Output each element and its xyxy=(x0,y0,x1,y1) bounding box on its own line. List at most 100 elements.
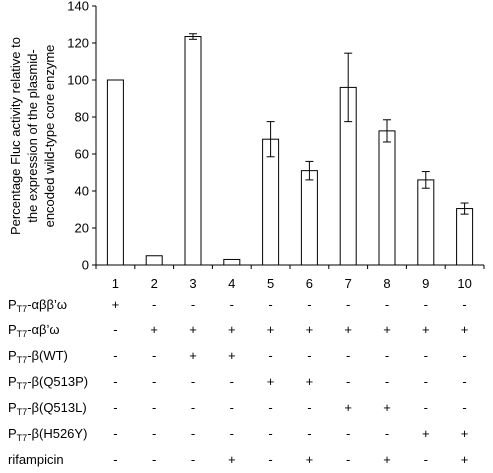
minus-mark: - xyxy=(307,426,311,441)
condition-label-main: P xyxy=(8,297,17,312)
minus-mark: - xyxy=(230,426,234,441)
plus-mark: + xyxy=(344,400,352,415)
plus-mark: + xyxy=(112,297,120,312)
condition-label-rest: -β(Q513P) xyxy=(27,374,88,389)
plus-mark: + xyxy=(189,348,197,363)
condition-label-main: P xyxy=(8,400,17,415)
condition-table: PT7-αββ’ω + - - - - - - - - -PT7-αβ’ω - + + + + + + + + +PT7… xyxy=(8,297,468,467)
minus-mark: - xyxy=(191,426,195,441)
x-tick-label: 4 xyxy=(228,276,235,291)
minus-mark: - xyxy=(385,297,389,312)
error-bar xyxy=(383,119,391,143)
minus-mark: - xyxy=(152,297,156,312)
bar xyxy=(300,170,318,266)
minus-mark: - xyxy=(152,400,156,415)
x-tick-label: 10 xyxy=(457,276,471,291)
error-bar xyxy=(189,33,197,40)
plus-mark: + xyxy=(228,452,236,467)
minus-mark: - xyxy=(268,426,272,441)
minus-mark: - xyxy=(152,452,156,467)
plus-mark: + xyxy=(422,322,430,337)
plus-mark: + xyxy=(461,426,469,441)
condition-label-subscript: T7 xyxy=(17,329,28,339)
minus-mark: - xyxy=(113,374,117,389)
condition-label: PT7-β(Q513L) xyxy=(8,400,87,417)
y-tick-label: 140 xyxy=(67,0,89,14)
bars xyxy=(106,36,474,266)
bar xyxy=(456,208,474,266)
minus-mark: - xyxy=(346,452,350,467)
condition-label-main: P xyxy=(8,348,17,363)
plus-mark: + xyxy=(344,322,352,337)
minus-mark: - xyxy=(307,400,311,415)
condition-label-subscript: T7 xyxy=(17,355,28,365)
minus-mark: - xyxy=(152,348,156,363)
minus-mark: - xyxy=(113,426,117,441)
x-tick-label: 5 xyxy=(267,276,274,291)
minus-mark: - xyxy=(307,348,311,363)
condition-label-subscript: T7 xyxy=(17,381,28,391)
y-tick-label: 20 xyxy=(75,221,89,236)
plus-mark: + xyxy=(150,322,158,337)
y-axis: 0 20 40 60 80 100 120 140 xyxy=(67,0,97,273)
plus-mark: + xyxy=(228,348,236,363)
condition-label-main: P xyxy=(8,374,17,389)
minus-mark: - xyxy=(268,452,272,467)
minus-mark: - xyxy=(346,348,350,363)
y-axis-label: Percentage Fluc activity relative to the … xyxy=(8,37,57,235)
minus-mark: - xyxy=(424,452,428,467)
bar xyxy=(262,138,280,266)
minus-mark: - xyxy=(462,374,466,389)
plus-mark: + xyxy=(383,452,391,467)
condition-label: PT7-αββ’ω xyxy=(8,297,67,314)
minus-mark: - xyxy=(424,374,428,389)
y-tick-label: 100 xyxy=(67,73,89,88)
minus-mark: - xyxy=(424,348,428,363)
x-tick-label: 7 xyxy=(345,276,352,291)
bar xyxy=(223,258,241,266)
bar xyxy=(378,130,396,266)
minus-mark: - xyxy=(462,400,466,415)
error-bar xyxy=(266,121,275,158)
condition-label-main: rifampicin xyxy=(8,452,64,467)
y-tick-label: 40 xyxy=(75,184,89,199)
plus-mark: + xyxy=(461,452,469,467)
minus-mark: - xyxy=(424,400,428,415)
condition-label-rest: -β(WT) xyxy=(27,348,68,363)
minus-mark: - xyxy=(230,400,234,415)
condition-label: PT7-β(WT) xyxy=(8,348,68,365)
plus-mark: + xyxy=(422,426,430,441)
x-tick-label: 6 xyxy=(306,276,313,291)
error-bars xyxy=(189,33,469,215)
minus-mark: - xyxy=(462,297,466,312)
plus-mark: + xyxy=(267,322,275,337)
condition-label: PT7-αβ’ω xyxy=(8,322,60,339)
x-tick-label: 9 xyxy=(422,276,429,291)
y-tick-label: 120 xyxy=(67,36,89,51)
plus-mark: + xyxy=(267,374,275,389)
minus-mark: - xyxy=(268,400,272,415)
condition-label-subscript: T7 xyxy=(17,304,28,314)
bar xyxy=(417,179,435,266)
minus-mark: - xyxy=(191,374,195,389)
plus-mark: + xyxy=(306,374,314,389)
condition-label: rifampicin xyxy=(8,452,64,467)
minus-mark: - xyxy=(268,348,272,363)
plus-mark: + xyxy=(189,322,197,337)
minus-mark: - xyxy=(191,400,195,415)
plus-mark: + xyxy=(306,322,314,337)
plus-mark: + xyxy=(383,322,391,337)
x-axis: 1 2 3 4 5 6 7 8 9 10 xyxy=(95,264,485,291)
x-tick-label: 2 xyxy=(151,276,158,291)
minus-mark: - xyxy=(346,374,350,389)
minus-mark: - xyxy=(113,400,117,415)
y-axis-label-line: the expression of the plasmid- xyxy=(25,49,40,222)
plus-mark: + xyxy=(461,322,469,337)
y-axis-label-line: encoded wild-type core enzyme xyxy=(42,45,57,228)
minus-mark: - xyxy=(385,374,389,389)
minus-mark: - xyxy=(230,374,234,389)
minus-mark: - xyxy=(346,426,350,441)
minus-mark: - xyxy=(385,348,389,363)
condition-label-rest: -β(Q513L) xyxy=(27,400,87,415)
